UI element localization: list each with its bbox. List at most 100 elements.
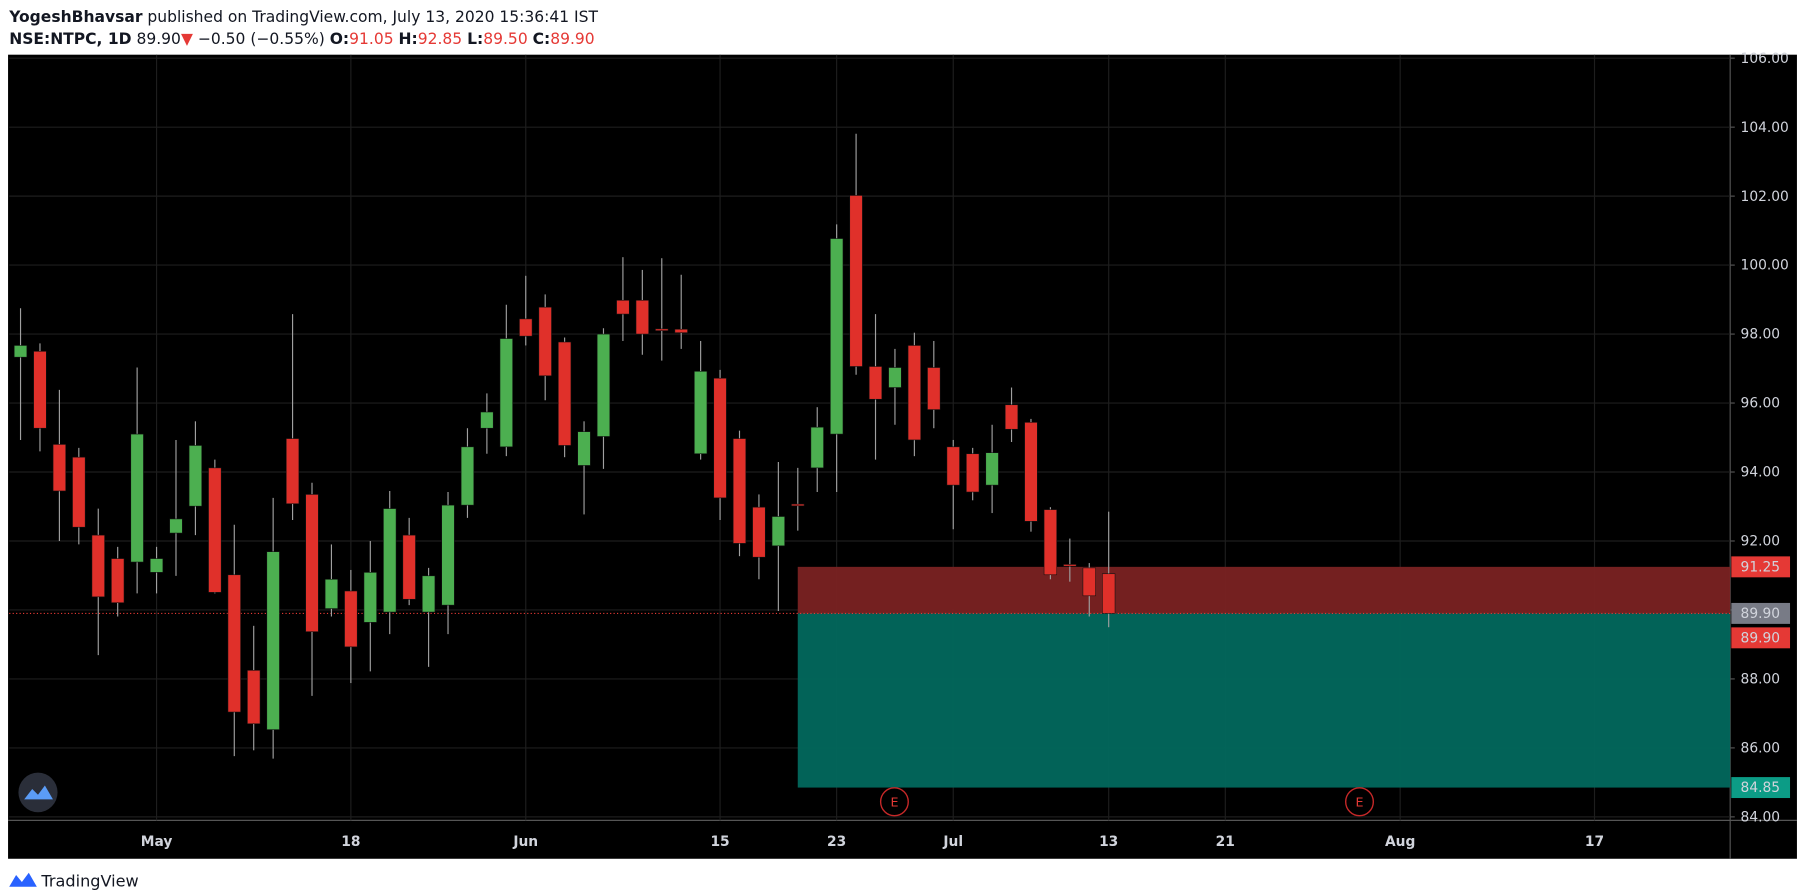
- x-tick-label: 13: [1099, 834, 1118, 850]
- last-price-label: 89.90: [1741, 630, 1781, 646]
- ohlc-value: 92.85: [418, 30, 462, 48]
- candle-body: [383, 508, 397, 613]
- candle-body: [91, 534, 105, 598]
- ohlc-value: 89.90: [550, 30, 594, 48]
- candle-body: [188, 445, 203, 507]
- x-tick-label: Jun: [512, 834, 538, 850]
- candle-body: [810, 426, 824, 469]
- candle-body: [538, 306, 552, 377]
- candle-body: [344, 590, 358, 648]
- last-price-box: [1731, 627, 1791, 649]
- y-tick-label: 100.00: [1741, 258, 1789, 274]
- candle-body: [791, 503, 805, 507]
- candle-body: [169, 518, 183, 534]
- x-tick-label: 15: [710, 834, 729, 850]
- candle-body: [33, 351, 47, 429]
- candle-body: [888, 367, 902, 388]
- candle-body: [830, 238, 844, 435]
- candle-body: [985, 452, 999, 486]
- candle-body: [1082, 567, 1096, 597]
- candle-body: [460, 446, 475, 506]
- event-marker: [1345, 787, 1375, 817]
- x-tick-label: 18: [341, 834, 360, 850]
- brand: TradingView: [40, 872, 138, 891]
- y-tick-label: 86.00: [1741, 740, 1781, 756]
- candle-body: [13, 345, 28, 358]
- level-label: 91.25: [1741, 559, 1781, 575]
- arrow: ▼: [181, 30, 193, 48]
- candle-body: [635, 299, 649, 335]
- candle-body: [1043, 509, 1058, 576]
- y-tick-label: 94.00: [1741, 465, 1781, 481]
- level-label: 84.85: [1741, 780, 1781, 796]
- ohlc-value: 89.50: [483, 30, 527, 48]
- ohlc-label: L:: [467, 30, 483, 48]
- candle-body: [305, 494, 319, 632]
- x-tick-label: 23: [827, 834, 846, 850]
- price: 89.90: [137, 30, 181, 48]
- y-tick-label: 88.00: [1741, 672, 1781, 688]
- y-tick-label: 102.00: [1741, 189, 1789, 205]
- candle-body: [149, 558, 164, 573]
- candle-body: [499, 338, 513, 448]
- y-tick-label: 84.00: [1741, 809, 1781, 825]
- candle-body: [266, 551, 280, 730]
- candle-body: [247, 670, 261, 725]
- candle-body: [52, 444, 67, 492]
- candle-body: [732, 438, 747, 544]
- publish-line: YogeshBhavsar published on TradingView.c…: [8, 8, 598, 26]
- y-tick-label: 104.00: [1741, 120, 1789, 136]
- level-box: [1731, 602, 1791, 624]
- candle-body: [966, 453, 980, 493]
- y-tick-label: 96.00: [1741, 396, 1781, 412]
- logo-badge: [18, 772, 58, 813]
- candle-body: [907, 345, 921, 441]
- candle-body: [713, 377, 727, 499]
- candle-body: [227, 574, 241, 713]
- y-tick-label: 98.00: [1741, 327, 1781, 343]
- candle-body: [946, 446, 960, 486]
- event-label: E: [890, 795, 898, 810]
- candle-body: [285, 438, 300, 505]
- ohlc-value: 91.05: [349, 30, 393, 48]
- x-tick-label: Aug: [1385, 834, 1415, 850]
- candle-body: [927, 367, 941, 410]
- symbol: NSE:NTPC, 1D: [9, 30, 131, 48]
- candle-body: [1024, 422, 1038, 522]
- event-marker: [879, 787, 909, 817]
- candle-body: [849, 195, 863, 367]
- ohlc-label: H:: [399, 30, 418, 48]
- candle-body: [674, 328, 688, 333]
- y-tick-label: 106.00: [1741, 51, 1789, 67]
- level-box: [1731, 556, 1791, 578]
- candle-body: [1102, 573, 1116, 614]
- author: YogeshBhavsar: [8, 8, 143, 26]
- candle-body: [208, 467, 222, 593]
- published: published on TradingView.com, July 13, 2…: [147, 8, 598, 26]
- candle-body: [557, 341, 572, 446]
- target-zone: [797, 613, 1731, 788]
- stop-zone: [797, 566, 1731, 614]
- candle-body: [324, 578, 339, 609]
- candle-body: [130, 433, 144, 563]
- event-label: E: [1356, 795, 1364, 810]
- footer-logo: TradingView: [9, 872, 139, 891]
- x-tick-label: May: [141, 834, 173, 850]
- candle-body: [655, 328, 669, 331]
- candle-body: [402, 534, 416, 600]
- x-tick-label: Jul: [942, 834, 963, 850]
- candle-body: [519, 318, 533, 337]
- candle-body: [72, 456, 86, 528]
- candle-body: [577, 431, 591, 466]
- candle-body: [363, 572, 377, 623]
- symbol-line: NSE:NTPC, 1D 89.90▼ −0.50 (−0.55%) O:91.…: [9, 30, 594, 48]
- ohlc-label: C:: [533, 30, 551, 48]
- y-tick-label: 92.00: [1741, 534, 1781, 550]
- candle-body: [616, 299, 630, 315]
- candle-body: [868, 366, 883, 400]
- candle-body: [480, 411, 494, 429]
- candle-body: [441, 504, 455, 606]
- x-tick-label: 21: [1216, 834, 1235, 850]
- candle-body: [111, 558, 125, 604]
